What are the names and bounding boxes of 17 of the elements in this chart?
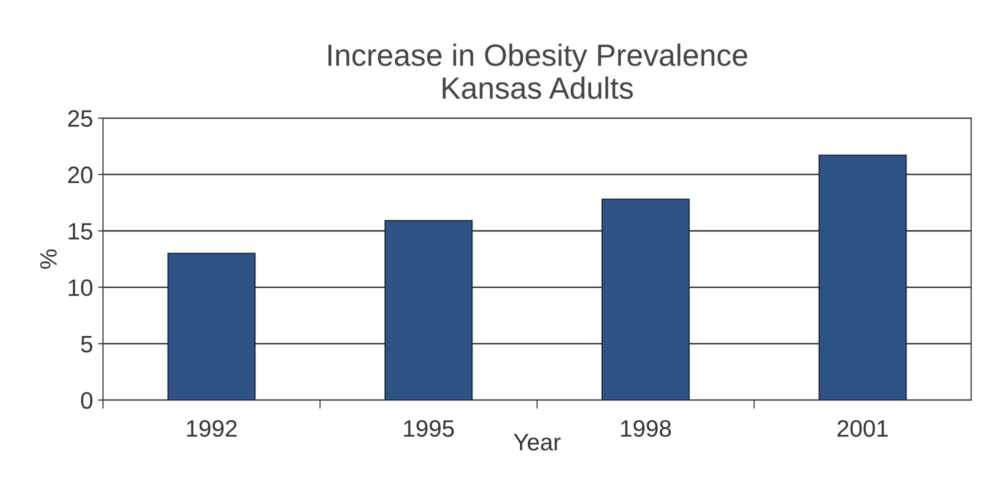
y-tick-label: 20 [68,166,92,184]
x-tick-label: 1992 [187,420,237,437]
y-axis-title: % [40,249,57,269]
bar [602,198,690,400]
chart-title: Increase in Obesity Prevalence Kansas Adults [328,44,748,99]
x-axis-title: Year [514,434,561,451]
y-tick-label: 15 [68,223,92,240]
x-tick-label: 1998 [621,420,671,437]
x-tick-label: 2001 [838,420,888,437]
y-tick-label: 10 [68,279,92,296]
y-tick-label: 0 [81,392,92,409]
bar [384,220,473,400]
x-tick-label: 1995 [404,420,454,437]
bar [818,154,907,400]
y-tick-label: 25 [68,110,92,127]
bar [167,252,256,400]
y-tick-label: 5 [81,336,92,352]
